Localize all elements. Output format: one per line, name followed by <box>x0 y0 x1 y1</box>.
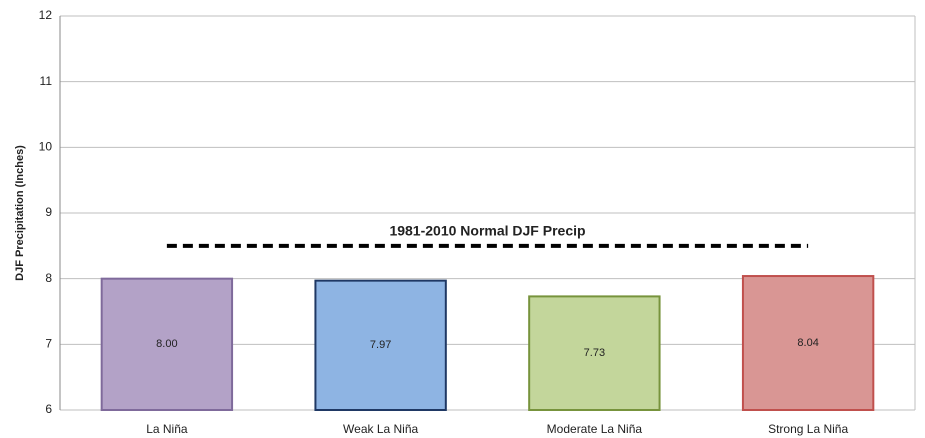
x-tick-label: Weak La Niña <box>343 422 418 436</box>
y-tick-label: 6 <box>45 402 52 416</box>
value-label: 7.73 <box>584 347 605 359</box>
bar <box>528 295 661 411</box>
value-label: 7.97 <box>370 339 391 351</box>
y-tick-label: 9 <box>45 205 52 219</box>
bar <box>314 279 447 411</box>
bar <box>741 275 875 412</box>
x-tick-label: Moderate La Niña <box>547 422 643 436</box>
y-tick-label: 10 <box>39 140 53 154</box>
value-label: 8.04 <box>797 337 818 349</box>
value-label: 8.00 <box>156 338 177 350</box>
y-tick-label: 7 <box>45 337 52 351</box>
x-tick-label: Strong La Niña <box>768 422 848 436</box>
bar <box>100 277 234 411</box>
y-tick-label: 8 <box>45 271 52 285</box>
y-axis-label: DJF Precipitation (Inches) <box>14 145 26 281</box>
y-tick-label: 11 <box>40 74 53 88</box>
reference-label: 1981-2010 Normal DJF Precip <box>389 223 585 239</box>
y-tick-label: 12 <box>39 8 53 22</box>
x-tick-label: La Niña <box>146 422 188 436</box>
